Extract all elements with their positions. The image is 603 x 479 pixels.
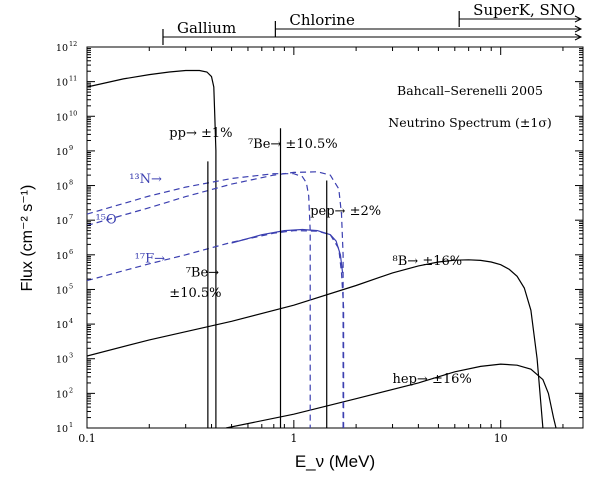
y-tick-exponent: 9 [69, 144, 73, 152]
annotation: ⁸B→ ±16% [393, 254, 463, 269]
plot-frame [86, 46, 584, 429]
x-tick-label: 0.1 [78, 432, 96, 445]
chart-subtitle: Neutrino Spectrum (±1σ) [388, 115, 551, 130]
y-tick-label: 10 [56, 216, 68, 227]
threshold-arrow [574, 25, 583, 33]
series-¹⁷F [87, 229, 345, 428]
x-tick-label: 1 [290, 432, 297, 445]
y-tick-exponent: 12 [69, 40, 77, 48]
threshold-label: Chlorine [289, 11, 355, 29]
y-tick-label: 10 [56, 389, 68, 400]
annotation: ±10.5% [169, 286, 221, 301]
y-tick-label: 10 [56, 78, 68, 89]
series-unnamed [231, 228, 344, 273]
y-tick-exponent: 11 [69, 75, 77, 83]
y-tick-exponent: 6 [69, 248, 73, 256]
annotation: pp→ ±1% [169, 126, 232, 141]
annotation: pep→ ±2% [310, 204, 381, 219]
y-tick-label: 10 [56, 182, 68, 193]
y-tick-label: 10 [56, 285, 68, 296]
y-tick-exponent: 4 [69, 317, 73, 325]
threshold-label: Gallium [177, 19, 236, 37]
threshold-arrow [574, 15, 583, 23]
y-tick-exponent: 10 [69, 109, 77, 117]
y-tick-label: 10 [56, 424, 68, 435]
y-tick-label: 10 [56, 355, 68, 366]
annotations: pp→ ±1% ⁷Be→ ±10.5% ¹³N→ ¹⁵O pep→ ±2% ¹⁷F→ ⁷Be… [96, 126, 472, 387]
x-axis: 0.1 1 10 [78, 47, 564, 445]
y-tick-exponent: 7 [69, 213, 73, 221]
threshold-arrow [574, 33, 583, 41]
series-hep [225, 363, 557, 428]
y-tick-label: 10 [56, 320, 68, 331]
y-tick-label: 10 [56, 43, 68, 54]
series-¹⁵O [87, 171, 344, 428]
annotation: hep→ ±16% [393, 372, 472, 387]
y-tick-label: 10 [56, 147, 68, 158]
y-tick-exponent: 8 [69, 179, 73, 187]
threshold-label: SuperK, SNO [473, 1, 575, 19]
y-axis-label: Flux (cm⁻² s⁻¹) [19, 185, 36, 292]
y-tick-exponent: 1 [69, 421, 73, 429]
threshold-bar: Gallium Chlorine SuperK, SNO [162, 1, 583, 45]
y-tick-label: 10 [56, 251, 68, 262]
annotation: ⁷Be→ [186, 265, 219, 280]
annotation: ¹⁷F→ [135, 252, 165, 267]
series-⁸B [87, 259, 544, 428]
x-axis-label: E_ν (MeV) [295, 452, 375, 471]
y-tick-label: 10 [56, 112, 68, 123]
annotation: ¹⁵O [96, 213, 117, 228]
y-tick-exponent: 2 [69, 386, 73, 394]
plot-area [87, 69, 557, 428]
annotation: ⁷Be→ ±10.5% [248, 137, 338, 152]
x-tick-label: 10 [494, 432, 508, 445]
y-tick-exponent: 3 [69, 352, 73, 360]
chart-title: Bahcall–Serenelli 2005 [397, 83, 543, 98]
y-tick-exponent: 5 [69, 282, 73, 290]
series-pp [87, 69, 217, 428]
annotation: ¹³N→ [129, 172, 162, 187]
series-¹³N [87, 173, 311, 428]
